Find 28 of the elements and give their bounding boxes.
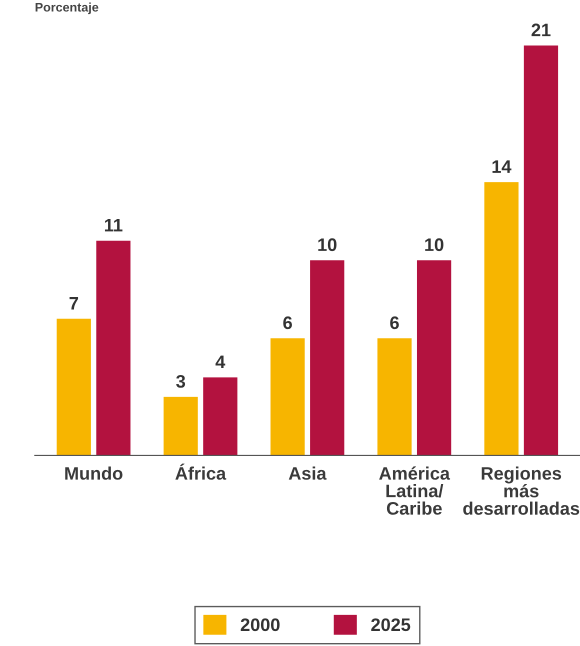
bar <box>416 260 452 456</box>
bar <box>96 240 130 456</box>
data-label: 14 <box>492 160 512 173</box>
data-label: 3 <box>176 374 186 388</box>
bar <box>203 377 238 456</box>
bar <box>524 45 558 456</box>
bar <box>270 338 305 456</box>
legend-label: 2025 <box>371 618 410 632</box>
bar <box>377 338 412 456</box>
legend-label: 2000 <box>240 618 280 632</box>
data-label: 21 <box>532 24 551 36</box>
bar <box>484 182 519 456</box>
bar <box>310 260 344 456</box>
data-label: 6 <box>283 316 292 330</box>
x-tick-label: África <box>175 464 226 480</box>
y-axis-title: Porcentaje <box>36 2 98 14</box>
data-label: 6 <box>390 316 399 330</box>
x-tick-label: Mundo <box>65 466 122 480</box>
x-tick-label: Asia <box>288 466 327 480</box>
data-label: 4 <box>216 356 226 368</box>
data-label: 10 <box>425 238 444 252</box>
bar <box>164 396 198 456</box>
x-tick-label: América Latina/ Caribe <box>379 466 450 515</box>
data-label: 7 <box>70 297 78 310</box>
x-tick-label: Regiones más desarrolladas <box>463 466 580 515</box>
data-label: 11 <box>104 218 122 232</box>
data-label: 10 <box>318 238 336 252</box>
bar <box>56 318 91 456</box>
